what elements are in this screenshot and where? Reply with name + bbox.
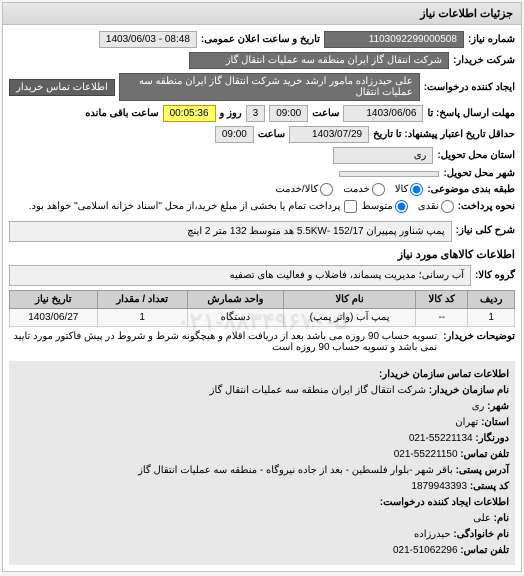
note-text: تسویه حساب 90 روزه می باشد بعد از دریافت… — [9, 331, 437, 353]
items-table: ردیف کد کالا نام کالا واحد شمارش تعداد /… — [9, 290, 515, 327]
ccity-label: شهر: — [487, 401, 509, 412]
validity-date: 1403/07/29 — [289, 126, 369, 143]
province-value: ری — [333, 147, 433, 164]
province-label: استان محل تحویل: — [437, 150, 515, 161]
time-label-1: ساعت — [312, 108, 339, 119]
cell-name: پمپ آب (واتر پمپ) — [284, 309, 416, 327]
radio-services[interactable]: خدمت — [343, 183, 385, 196]
col-row: ردیف — [468, 291, 515, 309]
lname-label: نام خانوادگی: — [453, 529, 509, 540]
ccity-value: ری — [472, 401, 485, 412]
buyer-label: شرکت خریدار: — [453, 55, 515, 66]
cprov-label: استان: — [481, 417, 509, 428]
days-left: 3 — [246, 105, 266, 122]
req-no-label: شماره نیاز: — [468, 34, 515, 45]
pay-label: نحوه پرداخت: — [458, 201, 515, 212]
cphone2-label: تلفن تماس: — [460, 545, 509, 556]
desc-value: پمپ شناور پمپیران 152/17 -5.5KW هد متوسط… — [9, 221, 452, 242]
cphone-value: 55221150-021 — [394, 449, 458, 460]
remain-time: 00:05:36 — [163, 105, 216, 122]
creator-value: علی حیدرزاده مامور ارشد خرید شرکت انتقال… — [119, 73, 420, 101]
deadline-date: 1403/06/06 — [343, 105, 423, 122]
post-label: کد پستی: — [470, 481, 509, 492]
addr-label: آدرس پستی: — [456, 465, 509, 476]
contact-info-button[interactable]: اطلاعات تماس خریدار — [9, 79, 115, 96]
radio-installment[interactable]: متوسط — [361, 200, 407, 213]
radio-cash[interactable]: نقدی — [418, 200, 454, 213]
addr-value: باقر شهر -بلوار فلسطین - بعد از جاده نیر… — [138, 465, 453, 476]
deadline-time: 09:00 — [269, 105, 308, 122]
col-unit: واحد شمارش — [187, 291, 284, 309]
lname-value: حیدرزاده — [414, 529, 451, 540]
col-code: کد کالا — [416, 291, 468, 309]
radio-goods[interactable]: کالا — [395, 183, 424, 196]
class-label: طبقه بندی موضوعی: — [427, 184, 515, 195]
cell-qty: 1 — [97, 309, 187, 327]
cphone-label: تلفن تماس: — [460, 449, 509, 460]
cprov-value: تهران — [455, 417, 478, 428]
cell-unit: دستگاه — [187, 309, 284, 327]
treasury-checkbox[interactable] — [344, 200, 357, 213]
datetime-value: 08:48 - 1403/06/03 — [99, 31, 197, 48]
name-value: علی — [473, 513, 491, 524]
radio-both[interactable]: کالا/خدمت — [275, 183, 333, 196]
contact-section: اطلاعات تماس سازمان خریدار: نام سازمان خ… — [9, 361, 515, 565]
name-label: نام: — [494, 513, 509, 524]
cell-row: 1 — [468, 309, 515, 327]
desc-label: شرح کلی نیاز: — [456, 225, 515, 236]
col-qty: تعداد / مقدار — [97, 291, 187, 309]
note-label: توضیحات خریدار: — [443, 331, 515, 353]
org-value: شرکت انتقال گاز ایران منطقه سه عملیات ان… — [210, 385, 426, 396]
creator-sec-title: اطلاعات ایجاد کننده درخواست: — [380, 497, 509, 508]
pay-note: پرداخت تمام یا بخشی از مبلغ خرید،از محل … — [29, 201, 341, 212]
validity-time: 09:00 — [215, 126, 254, 143]
contact-title: اطلاعات تماس سازمان خریدار: — [379, 369, 509, 380]
remain-label: ساعت باقی مانده — [85, 108, 158, 119]
city-label: شهر محل تحویل: — [443, 168, 515, 179]
cphone2-value: 51062296-021 — [393, 545, 458, 556]
pay-radio-group: نقدی متوسط — [361, 200, 453, 213]
col-name: نام کالا — [284, 291, 416, 309]
items-section-title: اطلاعات کالاهای مورد نیاز — [9, 248, 515, 261]
buyer-value: شرکت انتقال گاز ایران منطقه سه عملیات ان… — [189, 52, 449, 69]
org-label: نام سازمان خریدار: — [429, 385, 509, 396]
cell-date: 1403/06/27 — [10, 309, 98, 327]
time-label-2: ساعت — [258, 129, 285, 140]
post-value: 1879943393 — [411, 481, 467, 492]
day-label: روز و — [220, 108, 242, 119]
class-radio-group: کالا خدمت کالا/خدمت — [275, 183, 423, 196]
fax-label: دورنگار: — [475, 433, 509, 444]
col-date: تاریخ نیاز — [10, 291, 98, 309]
req-no-value: 1103092299000508 — [324, 31, 464, 48]
table-watermark-wrap: ردیف کد کالا نام کالا واحد شمارش تعداد /… — [9, 290, 515, 353]
deadline-label: مهلت ارسال پاسخ: تا — [427, 108, 515, 119]
cell-code: -- — [416, 309, 468, 327]
table-row: 1 -- پمپ آب (واتر پمپ) دستگاه 1 1403/06/… — [10, 309, 515, 327]
group-label: گروه کالا: — [475, 270, 515, 281]
table-header-row: ردیف کد کالا نام کالا واحد شمارش تعداد /… — [10, 291, 515, 309]
datetime-label: تاریخ و ساعت اعلان عمومی: — [201, 34, 320, 45]
validity-label: حداقل تاریخ اعتبار پیشنهاد: تا تاریخ — [373, 129, 515, 140]
group-value: آب رسانی؛ مدیریت پسماند، فاضلاب و فعالیت… — [9, 265, 471, 286]
fax-value: 55221134-021 — [409, 433, 473, 444]
city-value — [339, 171, 439, 177]
panel-title: جزئیات اطلاعات نیاز — [3, 3, 521, 25]
creator-label: ایجاد کننده درخواست: — [424, 82, 515, 93]
